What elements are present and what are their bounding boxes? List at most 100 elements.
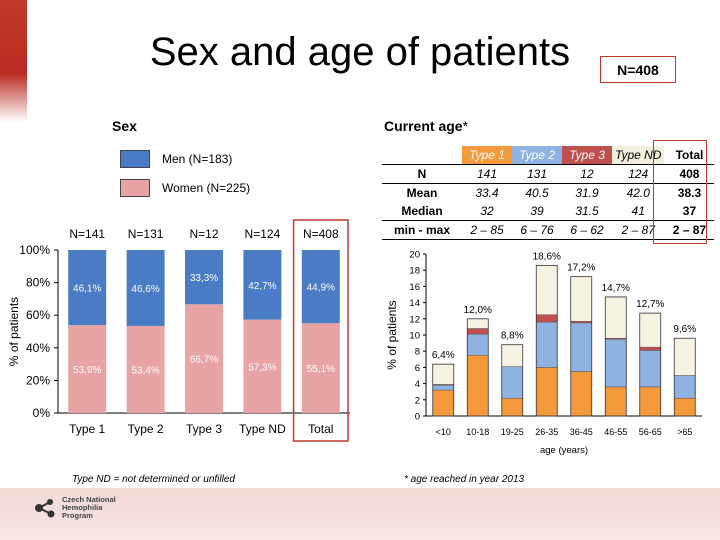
age-heading: Current age (384, 118, 463, 134)
data-label: 66,7% (190, 355, 218, 366)
row-label: min - max (393, 223, 450, 237)
bar-outline (604, 296, 627, 417)
x-tick-label: 56-65 (639, 427, 662, 437)
bar-segment (432, 363, 454, 385)
footer-band (0, 488, 720, 540)
legend-men-swatch (120, 150, 150, 168)
cell: 39 (530, 204, 544, 218)
bar-segment (432, 389, 454, 417)
cell: 141 (476, 167, 498, 181)
bar-outline (673, 337, 696, 417)
y-tick-label: 0% (33, 406, 51, 420)
cell-total: 37 (682, 204, 697, 218)
bar-outline (501, 344, 524, 417)
y-tick-label: 18 (409, 266, 420, 277)
x-tick-label: 26-35 (535, 427, 558, 437)
x-tick-label: 46-55 (604, 427, 627, 437)
bar-segment (467, 318, 489, 329)
bar-segment (639, 312, 661, 348)
y-tick-label: 6 (415, 363, 420, 374)
bar-segment (467, 355, 489, 417)
bar-segment (536, 314, 558, 323)
bar-segment (570, 322, 592, 372)
x-tick-label: 19-25 (501, 427, 524, 437)
bar-segment (467, 328, 489, 335)
table-row: Mean 33.4 40.5 31.9 42.0 38.3 (382, 183, 715, 203)
y-tick-label: 14 (409, 298, 420, 309)
x-axis-label: age (years) (540, 445, 588, 455)
y-tick-label: 16 (409, 282, 420, 293)
total-percent-label: 12,7% (636, 299, 664, 310)
table-header-row: Type 1 Type 2 Type 3 Type ND Total (382, 146, 714, 165)
cell: 41 (631, 204, 645, 218)
program-logo: Czech National Hemophilia Program (34, 496, 116, 520)
data-label: 55,1% (307, 364, 335, 375)
data-label: 42,7% (248, 281, 276, 292)
cell: 33.4 (475, 186, 499, 200)
bar-segment (536, 321, 558, 368)
age-stats-table: Type 1 Type 2 Type 3 Type ND Total N 141… (382, 146, 715, 240)
corner-accent (0, 0, 27, 122)
sex-footnote: Type ND = not determined or unfilled (72, 474, 235, 485)
bar-segment (68, 325, 107, 413)
y-tick-label: 80% (26, 276, 50, 290)
x-tick-label: Type 2 (128, 422, 164, 436)
cell: 6 – 76 (520, 223, 554, 237)
x-tick-label: >65 (677, 427, 692, 437)
table-row: Median 32 39 31.5 41 37 (382, 202, 714, 221)
total-percent-label: 6,4% (432, 350, 455, 361)
y-tick-label: 12 (409, 314, 420, 325)
cell-total: 2 – 87 (672, 223, 707, 237)
x-tick-label: 36-45 (570, 427, 593, 437)
total-bar-highlight (292, 219, 349, 442)
cell: 2 – 85 (470, 223, 504, 237)
bar-segment (639, 346, 661, 351)
total-percent-label: 8,8% (501, 331, 524, 342)
total-percent-label: 17,2% (567, 263, 595, 274)
bar-segment (68, 250, 107, 326)
bar-count-label: N=12 (189, 227, 218, 241)
bar-outline (639, 312, 662, 417)
table-header-total: Total (675, 148, 704, 162)
y-tick-label: 60% (26, 308, 50, 322)
bar-segment (243, 250, 282, 320)
age-stacked-bar-chart: 0 2 4 6 8 10 12 14 16 18 20 6,4% <10 12,0% 10-18 8,8% 19… (385, 250, 702, 455)
legend-men: Men (N=183) (120, 150, 232, 168)
bar-count-label: N=131 (128, 227, 164, 241)
age-footnote: * age reached in year 2013 (404, 474, 525, 485)
data-label: 44,9% (307, 283, 335, 294)
data-label: 46,6% (131, 284, 159, 295)
bar-outline (432, 363, 455, 417)
x-tick-label: <10 (436, 427, 451, 437)
bar-segment (536, 367, 558, 417)
y-tick-label: 20 (409, 250, 420, 261)
y-tick-label: 8 (415, 347, 420, 358)
bar-segment (674, 397, 696, 417)
total-percent-label: 18,6% (533, 251, 561, 262)
bar-segment (570, 276, 592, 322)
bar-segment (570, 371, 592, 417)
logo-mark-icon (35, 499, 55, 518)
total-percent-label: 9,6% (673, 324, 696, 335)
x-tick-label: Type 1 (69, 422, 105, 436)
y-axis-label: % of patients (385, 300, 399, 369)
bar-segment (536, 265, 558, 315)
table-header-type3: Type 3 (562, 146, 612, 165)
x-tick-label: Total (308, 422, 333, 436)
page-title: Sex and age of patients (149, 30, 571, 74)
table-row: min - max 2 – 85 6 – 76 6 – 62 2 – 87 2 … (382, 220, 715, 240)
cell: 2 – 87 (621, 223, 655, 237)
table-header-type2: Type 2 (512, 146, 562, 165)
cell: 31.9 (575, 186, 599, 200)
bar-count-label: N=141 (69, 227, 105, 241)
legend-men-label: Men (N=183) (162, 152, 233, 166)
bar-segment (185, 304, 223, 413)
y-tick-label: 4 (415, 379, 420, 390)
x-tick-label: Type ND (239, 422, 286, 436)
logo-text: Czech National Hemophilia Program (62, 495, 116, 520)
bar-segment (639, 386, 661, 417)
y-tick-label: 10 (409, 331, 420, 342)
bar-segment (605, 296, 627, 339)
bar-segment (674, 337, 696, 376)
bar-segment (501, 366, 523, 399)
